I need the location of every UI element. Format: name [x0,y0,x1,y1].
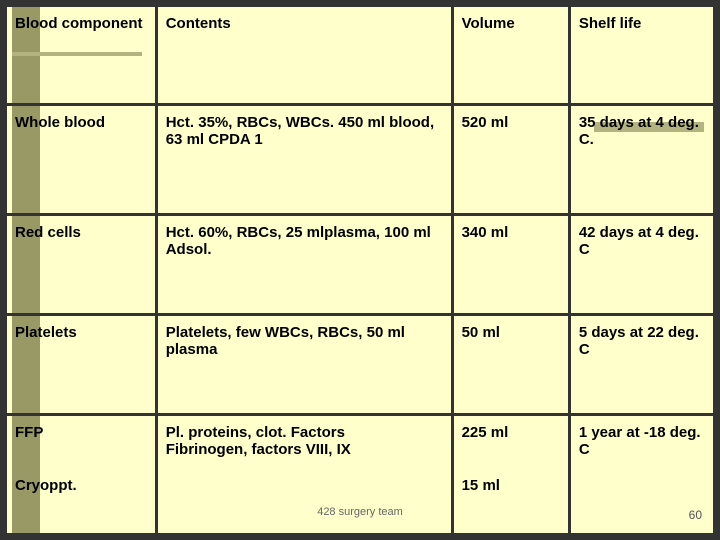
cell-shelf: 42 days at 4 deg. C [569,215,714,315]
table-row: Platelets Platelets, few WBCs, RBCs, 50 … [6,315,715,415]
cell-contents: Hct. 35%, RBCs, WBCs. 450 ml blood, 63 m… [156,105,452,215]
cell-contents: Pl. proteins, clot. Factors Fibrinogen, … [156,415,452,535]
cell-shelf: 5 days at 22 deg. C [569,315,714,415]
cell-volume: 340 ml [452,215,569,315]
cell-contents-b: Fibrinogen, factors VIII, IX [166,441,443,458]
table-row: Whole blood Hct. 35%, RBCs, WBCs. 450 ml… [6,105,715,215]
cell-component: FFP Cryoppt. [6,415,157,535]
cell-component-a: FFP [15,424,147,441]
cell-volume: 50 ml [452,315,569,415]
cell-shelf: 35 days at 4 deg. C. [569,105,714,215]
slide: Blood component Contents Volume Shelf li… [0,0,720,540]
header-component: Blood component [6,6,157,105]
cell-volume: 520 ml [452,105,569,215]
page-number: 60 [689,508,702,522]
cell-contents: Platelets, few WBCs, RBCs, 50 ml plasma [156,315,452,415]
cell-volume-b: 15 ml [462,477,560,494]
header-contents: Contents [156,6,452,105]
cell-volume: 225 ml 15 ml [452,415,569,535]
cell-contents: Hct. 60%, RBCs, 25 mlplasma, 100 ml Adso… [156,215,452,315]
footer-note: 428 surgery team [317,506,403,518]
cell-component: Red cells [6,215,157,315]
cell-component: Platelets [6,315,157,415]
cell-volume-a: 225 ml [462,424,560,441]
table-header-row: Blood component Contents Volume Shelf li… [6,6,715,105]
table-row: Red cells Hct. 60%, RBCs, 25 mlplasma, 1… [6,215,715,315]
header-volume: Volume [452,6,569,105]
cell-component-b: Cryoppt. [15,477,147,494]
cell-component: Whole blood [6,105,157,215]
blood-components-table: Blood component Contents Volume Shelf li… [4,4,716,536]
cell-contents-a: Pl. proteins, clot. Factors [166,424,443,441]
header-shelf-life: Shelf life [569,6,714,105]
